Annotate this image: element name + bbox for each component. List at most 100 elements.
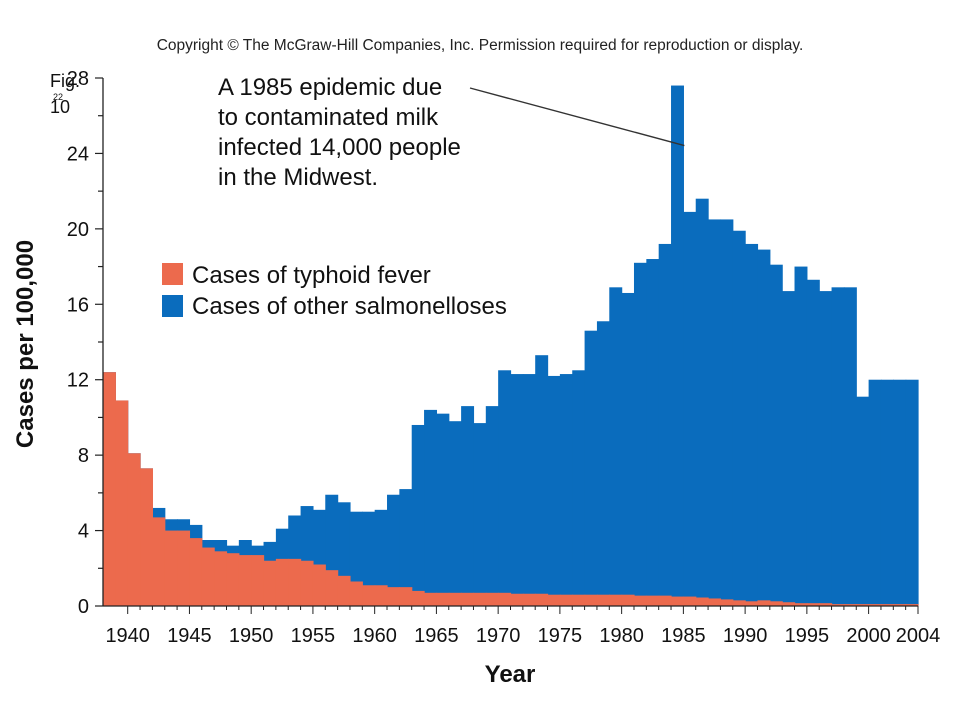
bar-other-1960: [374, 509, 388, 606]
bar-other-1996: [819, 291, 833, 606]
bar-typhoid-1961: [387, 587, 400, 606]
bar-typhoid-1997: [831, 604, 845, 606]
bar-other-1970: [498, 370, 512, 606]
plot-area: [103, 85, 919, 607]
bar-typhoid-1976: [572, 594, 586, 606]
bar-typhoid-1943: [164, 530, 178, 606]
bar-typhoid-1991: [757, 600, 771, 606]
bar-other-1997: [831, 287, 845, 606]
bar-typhoid-1981: [633, 595, 647, 606]
legend-swatch-typhoid: [162, 263, 183, 285]
bar-typhoid-1963: [411, 590, 425, 606]
bar-typhoid-2003: [905, 604, 919, 606]
bar-typhoid-1947: [214, 551, 228, 606]
bar-other-1995: [806, 279, 820, 606]
bar-typhoid-1941: [140, 468, 153, 606]
bar-typhoid-1995: [806, 603, 820, 606]
bar-typhoid-1965: [436, 592, 450, 606]
copyright-notice: Copyright © The McGraw-Hill Companies, I…: [157, 37, 804, 54]
bar-typhoid-1996: [819, 603, 833, 606]
bar-other-1965: [436, 413, 450, 606]
legend-label-other: Cases of other salmonelloses: [192, 293, 507, 320]
x-tick-label-1960: 1960: [352, 625, 397, 647]
x-tick-label-1980: 1980: [599, 625, 644, 647]
bar-typhoid-1992: [769, 601, 783, 606]
bar-typhoid-1956: [325, 570, 339, 606]
bar-other-2002: [893, 379, 907, 606]
bar-other-1985: [683, 211, 697, 606]
bar-typhoid-1940: [127, 453, 141, 606]
bar-other-1980: [621, 292, 635, 606]
bar-typhoid-1969: [485, 592, 499, 606]
bar-other-1968: [473, 423, 487, 606]
x-tick-label-1965: 1965: [414, 625, 459, 647]
annotation-line-1: A 1985 epidemic due: [218, 74, 442, 101]
annotation-pointer-line: [469, 87, 685, 147]
bar-typhoid-1982: [646, 595, 660, 606]
bar-other-1978: [596, 321, 610, 606]
bar-typhoid-1977: [584, 594, 598, 606]
bar-typhoid-1988: [720, 599, 734, 606]
bar-typhoid-1975: [559, 594, 573, 606]
bar-other-1993: [782, 291, 796, 606]
bar-typhoid-1962: [399, 587, 413, 606]
bar-other-1977: [584, 330, 598, 606]
bar-other-2003: [905, 379, 919, 606]
bar-typhoid-1966: [448, 592, 462, 606]
annotation: A 1985 epidemic due to contaminated milk…: [218, 74, 685, 191]
y-tick-label-24: 24: [67, 143, 89, 165]
bar-other-1962: [399, 489, 413, 606]
bar-typhoid-1987: [708, 598, 722, 606]
annotation-line-4: in the Midwest.: [218, 164, 378, 191]
y-tick-label-20: 20: [67, 219, 89, 241]
bar-other-1994: [794, 266, 808, 606]
bar-typhoid-1999: [856, 604, 870, 606]
y-tick-label-4: 4: [78, 521, 89, 543]
bar-other-1961: [387, 494, 400, 606]
bar-other-1987: [708, 219, 722, 606]
bar-typhoid-2000: [868, 604, 882, 606]
bar-other-1998: [843, 287, 857, 606]
bar-typhoid-1948: [226, 553, 240, 606]
bar-typhoid-2001: [880, 604, 894, 606]
y-axis-title: Cases per 100,000: [12, 240, 39, 448]
figure-label-small: 22: [53, 92, 63, 102]
x-tick-label-1955: 1955: [291, 625, 336, 647]
bar-typhoid-1980: [621, 594, 635, 606]
bar-typhoid-1984: [671, 596, 684, 606]
bar-typhoid-1949: [238, 555, 252, 606]
bar-other-1983: [658, 243, 672, 606]
bar-other-1976: [572, 370, 586, 606]
bar-other-1966: [448, 421, 462, 606]
bar-typhoid-1972: [522, 593, 536, 606]
bar-typhoid-1986: [695, 597, 709, 606]
bar-typhoid-1989: [732, 600, 746, 606]
bar-other-1999: [856, 396, 870, 606]
bar-typhoid-1958: [349, 581, 363, 606]
bar-other-1991: [757, 249, 771, 606]
bar-typhoid-1939: [115, 400, 129, 606]
bar-typhoid-1955: [312, 564, 326, 606]
bar-other-1973: [535, 355, 549, 606]
bar-typhoid-1979: [609, 594, 623, 606]
bar-typhoid-1946: [201, 547, 215, 606]
bar-typhoid-1964: [424, 592, 438, 606]
legend: Cases of typhoid fever Cases of other sa…: [162, 262, 507, 320]
x-tick-label-1975: 1975: [538, 625, 583, 647]
annotation-line-3: infected 14,000 people: [218, 134, 461, 161]
bar-other-2000: [868, 379, 882, 606]
bar-typhoid-1973: [535, 593, 549, 606]
annotation-line-2: to contaminated milk: [218, 104, 439, 131]
bar-other-1963: [411, 424, 425, 606]
bar-other-1992: [769, 264, 783, 606]
x-tick-label-1940: 1940: [105, 625, 150, 647]
bar-typhoid-1974: [547, 594, 561, 606]
bar-other-1969: [485, 406, 499, 606]
x-tick-label-1985: 1985: [661, 625, 706, 647]
series-typhoid: [103, 372, 919, 606]
bar-other-1975: [559, 374, 573, 606]
y-tick-label-28: 28: [67, 68, 89, 90]
bar-typhoid-1952: [275, 558, 289, 606]
bar-other-1964: [424, 409, 438, 606]
